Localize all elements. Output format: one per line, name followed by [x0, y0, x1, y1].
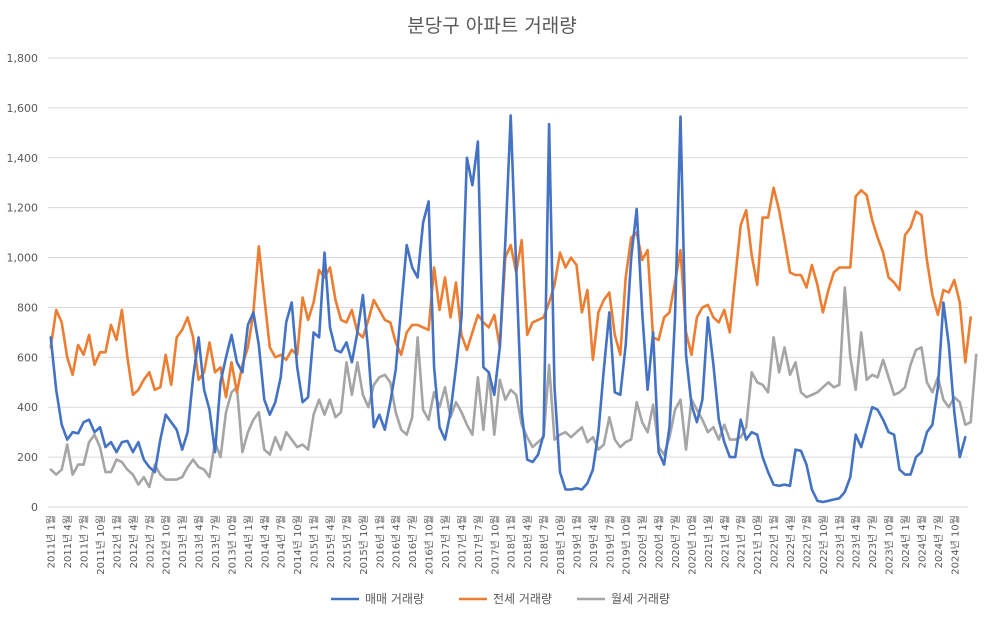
x-tick-label: 2015년 7월	[341, 515, 353, 568]
series-line-0	[49, 114, 967, 504]
x-tick-label: 2017년 1월	[440, 515, 452, 568]
chart-title: 분당구 아파트 거래량	[407, 15, 576, 37]
x-tick-label: 2012년 1월	[111, 515, 123, 568]
x-tick-label: 2014년 7월	[276, 515, 288, 568]
x-tick-label: 2017년 4월	[456, 515, 468, 568]
x-tick-label: 2023년 10월	[884, 515, 896, 575]
x-tick-label: 2012년 7월	[144, 515, 156, 568]
x-tick-label: 2021년 4월	[719, 515, 731, 568]
x-tick-label: 2023년 7월	[867, 515, 879, 568]
y-tick-label: 600	[17, 351, 38, 364]
x-tick-label: 2015년 4월	[325, 515, 337, 568]
x-tick-label: 2013년 10월	[226, 515, 238, 575]
y-tick-label: 1,800	[7, 52, 39, 65]
x-tick-label: 2018년 10월	[555, 515, 567, 575]
y-tick-label: 1,200	[7, 202, 39, 215]
x-tick-label: 2013년 1월	[177, 515, 189, 568]
x-tick-label: 2015년 1월	[309, 515, 321, 568]
x-tick-label: 2023년 4월	[851, 515, 863, 568]
x-tick-label: 2018년 1월	[506, 515, 518, 568]
x-tick-label: 2019년 1월	[571, 515, 583, 568]
x-tick-label: 2011년 10월	[95, 515, 107, 575]
x-tick-label: 2021년 7월	[736, 515, 748, 568]
y-tick-label: 0	[31, 501, 38, 514]
series-line-2	[49, 286, 978, 489]
x-tick-label: 2014년 4월	[259, 515, 271, 568]
x-tick-label: 2022년 10월	[818, 515, 830, 575]
x-tick-label: 2022년 4월	[785, 515, 797, 568]
x-tick-label: 2019년 7월	[604, 515, 616, 568]
x-tick-label: 2020년 7월	[670, 515, 682, 568]
x-tick-label: 2022년 1월	[769, 515, 781, 568]
x-tick-label: 2014년 1월	[243, 515, 255, 568]
y-tick-label: 800	[17, 301, 38, 314]
x-tick-label: 2011년 7월	[79, 515, 91, 568]
x-tick-label: 2024년 4월	[916, 515, 928, 568]
x-tick-label: 2020년 4월	[654, 515, 666, 568]
x-tick-label: 2019년 10월	[621, 515, 633, 575]
x-tick-label: 2013년 4월	[194, 515, 206, 568]
legend-label: 전세 거래량	[493, 592, 552, 606]
y-axis-ticks: 0 200 400 600 800 1,000 1,200 1,400 1,600 1,800	[7, 52, 39, 514]
legend-label: 매매 거래량	[365, 592, 424, 606]
x-tick-label: 2018년 7월	[539, 515, 551, 568]
y-tick-label: 1,400	[7, 152, 39, 165]
x-tick-label: 2014년 10월	[292, 515, 304, 575]
x-tick-label: 2021년 10월	[752, 515, 764, 575]
x-tick-label: 2013년 7월	[210, 515, 222, 568]
x-tick-label: 2024년 10월	[949, 515, 961, 575]
series-lines	[49, 114, 978, 504]
x-tick-label: 2020년 10월	[686, 515, 698, 575]
y-tick-label: 1,000	[7, 252, 39, 265]
x-tick-label: 2011년 4월	[62, 515, 74, 568]
x-tick-label: 2016년 7월	[407, 515, 419, 568]
x-tick-label: 2021년 1월	[703, 515, 715, 568]
x-tick-label: 2016년 4월	[391, 515, 403, 568]
y-tick-label: 400	[17, 401, 38, 414]
x-tick-label: 2024년 1월	[900, 515, 912, 568]
series-line-1	[49, 186, 973, 399]
x-tick-label: 2020년 1월	[637, 515, 649, 568]
x-axis-ticks: 2011년 1월 2011년 4월 2011년 7월 2011년 10월 2012년 1…	[46, 515, 962, 575]
x-tick-label: 2018년 4월	[522, 515, 534, 568]
x-tick-label: 2012년 10월	[161, 515, 173, 575]
legend-label: 월세 거래량	[611, 592, 670, 606]
legend: 매매 거래량 전세 거래량 월세 거래량	[331, 592, 670, 606]
x-tick-label: 2011년 1월	[46, 515, 58, 568]
x-tick-label: 2019년 4월	[588, 515, 600, 568]
x-tick-label: 2022년 7월	[801, 515, 813, 568]
x-tick-label: 2016년 1월	[374, 515, 386, 568]
x-tick-label: 2017년 7월	[473, 515, 485, 568]
x-tick-label: 2012년 4월	[128, 515, 140, 568]
y-tick-label: 1,600	[7, 102, 39, 115]
x-tick-label: 2024년 7월	[933, 515, 945, 568]
x-tick-label: 2023년 1월	[834, 515, 846, 568]
x-tick-label: 2015년 10월	[358, 515, 370, 575]
x-tick-label: 2016년 10월	[424, 515, 436, 575]
x-tick-label: 2017년 10월	[489, 515, 501, 575]
y-tick-label: 200	[17, 451, 38, 464]
